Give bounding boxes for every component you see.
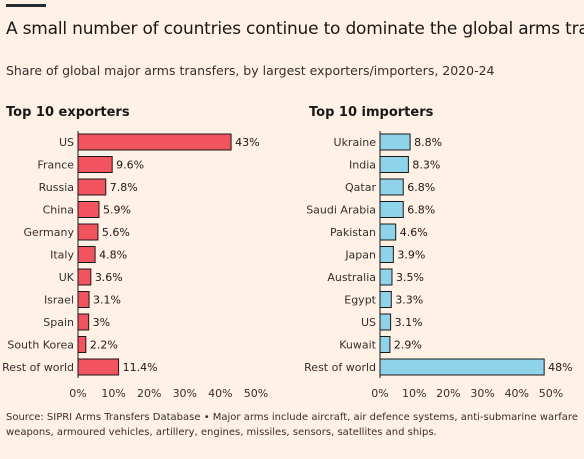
importers-panel-title: Top 10 importers [309,105,434,120]
exporter-value-label: 9.6% [116,159,144,172]
exporter-category-label: Spain [43,316,74,329]
exporter-value-label: 11.4% [123,361,158,374]
importer-bar [379,133,411,151]
exporter-value-label: 3% [93,316,110,329]
importer-bar [379,246,394,263]
exporter-bar [77,358,120,376]
importer-tick-label: 20% [436,387,460,400]
importer-category-label: US [361,316,376,329]
exporter-category-label: South Korea [7,339,74,352]
exporter-category-label: China [43,204,74,217]
importer-value-label: 6.8% [407,181,435,194]
exporter-value-label: 2.2% [90,339,118,352]
importer-bar [379,223,397,241]
importer-tick-label: 10% [402,387,426,400]
exporter-tick-label: 50% [244,387,268,400]
importer-bar [379,313,392,331]
importer-bar [379,336,391,353]
exporter-category-label: France [37,159,74,172]
exporter-value-label: 3.1% [93,294,121,307]
exporter-bar [77,201,100,218]
importer-tick-label: 30% [470,387,494,400]
exporters-panel-title: Top 10 exporters [6,105,130,120]
importer-value-label: 3.3% [395,294,423,307]
exporter-bar [77,246,96,263]
importer-bar [379,291,392,308]
importer-category-label: Pakistan [330,226,376,239]
importer-tick-label: 40% [505,387,529,400]
exporter-value-label: 7.8% [110,181,138,194]
exporter-category-label: UK [59,271,75,284]
importer-value-label: 3.9% [397,249,425,262]
importer-category-label: India [349,159,376,172]
exporter-bar [77,268,92,286]
exporter-category-label: Russia [39,181,74,194]
header-rule [6,4,46,7]
chart-subtitle: Share of global major arms transfers, by… [6,63,495,78]
importer-bar [379,178,404,196]
importer-value-label: 6.8% [407,204,435,217]
exporter-value-label: 5.9% [103,204,131,217]
importer-value-label: 2.9% [394,339,422,352]
importer-category-label: Kuwait [339,339,376,352]
importer-category-label: Saudi Arabia [306,204,376,217]
exporter-bar [77,223,99,241]
exporter-value-label: 43% [235,136,259,149]
exporter-category-label: Rest of world [2,361,74,374]
importer-bar [379,358,545,376]
exporter-category-label: US [59,136,74,149]
importer-category-label: Australia [327,271,376,284]
importer-value-label: 48% [548,361,572,374]
exporter-value-label: 4.8% [99,249,127,262]
exporter-category-label: Italy [50,249,74,262]
importer-category-label: Qatar [345,181,376,194]
chart-title: A small number of countries continue to … [6,19,584,39]
exporter-bar [77,336,87,353]
exporter-bar [77,133,232,151]
importer-bar [379,201,404,218]
exporter-bar [77,156,113,173]
importer-value-label: 3.5% [396,271,424,284]
importer-value-label: 8.8% [414,136,442,149]
exporter-tick-label: 20% [137,387,161,400]
importer-value-label: 4.6% [400,226,428,239]
importer-category-label: Egypt [344,294,376,307]
source-note: Source: SIPRI Arms Transfers Database • … [6,412,578,438]
exporter-category-label: Germany [23,226,74,239]
exporter-tick-label: 10% [101,387,125,400]
exporter-value-label: 5.6% [102,226,130,239]
importer-category-label: Rest of world [304,361,376,374]
exporter-tick-label: 40% [208,387,232,400]
importer-tick-label: 0% [371,387,388,400]
importer-bar [379,156,409,173]
importer-value-label: 3.1% [395,316,423,329]
importer-category-label: Ukraine [334,136,377,149]
exporter-bar [77,291,90,308]
importer-tick-label: 50% [539,387,563,400]
importer-category-label: Japan [344,249,376,262]
exporter-tick-label: 0% [69,387,86,400]
exporter-tick-label: 30% [173,387,197,400]
importer-value-label: 8.3% [412,159,440,172]
importer-bar [379,268,393,286]
exporter-bar [77,178,107,196]
exporter-value-label: 3.6% [95,271,123,284]
exporter-bar [77,313,90,331]
exporter-category-label: Israel [44,294,74,307]
